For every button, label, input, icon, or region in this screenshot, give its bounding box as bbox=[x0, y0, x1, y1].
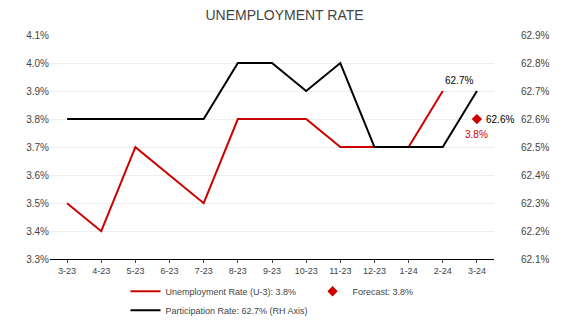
svg-text:62.3%: 62.3% bbox=[521, 198, 549, 209]
svg-text:62.5%: 62.5% bbox=[521, 142, 549, 153]
svg-text:3-23: 3-23 bbox=[58, 266, 76, 276]
svg-text:62.1%: 62.1% bbox=[521, 254, 549, 265]
svg-text:4.1%: 4.1% bbox=[26, 30, 49, 41]
svg-text:11-23: 11-23 bbox=[329, 266, 351, 276]
svg-text:62.6%: 62.6% bbox=[521, 114, 549, 125]
svg-text:3.5%: 3.5% bbox=[26, 198, 49, 209]
svg-text:62.2%: 62.2% bbox=[521, 226, 549, 237]
svg-text:62.7%: 62.7% bbox=[521, 86, 549, 97]
svg-text:7-23: 7-23 bbox=[195, 266, 213, 276]
svg-text:3.9%: 3.9% bbox=[26, 86, 49, 97]
svg-text:Forecast: 3.8%: Forecast: 3.8% bbox=[353, 287, 414, 297]
svg-text:6-23: 6-23 bbox=[161, 266, 179, 276]
svg-text:5-23: 5-23 bbox=[126, 266, 144, 276]
svg-text:62.6%: 62.6% bbox=[486, 114, 514, 125]
svg-text:4-23: 4-23 bbox=[92, 266, 110, 276]
svg-text:12-23: 12-23 bbox=[363, 266, 386, 276]
svg-text:9-23: 9-23 bbox=[263, 266, 281, 276]
svg-text:8-23: 8-23 bbox=[229, 266, 247, 276]
svg-text:1-24: 1-24 bbox=[400, 266, 418, 276]
svg-text:3-24: 3-24 bbox=[468, 266, 486, 276]
svg-text:2-24: 2-24 bbox=[434, 266, 452, 276]
svg-text:62.7%: 62.7% bbox=[445, 75, 473, 86]
svg-text:3.8%: 3.8% bbox=[465, 129, 488, 140]
svg-text:10-23: 10-23 bbox=[295, 266, 318, 276]
svg-text:62.8%: 62.8% bbox=[521, 58, 549, 69]
svg-text:3.6%: 3.6% bbox=[26, 170, 49, 181]
svg-text:3.3%: 3.3% bbox=[26, 254, 49, 265]
svg-text:4.0%: 4.0% bbox=[26, 58, 49, 69]
svg-text:UNEMPLOYMENT RATE: UNEMPLOYMENT RATE bbox=[205, 7, 363, 23]
svg-text:Unemployment Rate (U-3): 3.8%: Unemployment Rate (U-3): 3.8% bbox=[166, 287, 297, 297]
svg-text:3.7%: 3.7% bbox=[26, 142, 49, 153]
svg-text:62.9%: 62.9% bbox=[521, 30, 549, 41]
svg-text:62.4%: 62.4% bbox=[521, 170, 549, 181]
svg-text:3.8%: 3.8% bbox=[26, 114, 49, 125]
svg-text:3.4%: 3.4% bbox=[26, 226, 49, 237]
svg-text:Participation Rate: 62.7% (RH: Participation Rate: 62.7% (RH Axis) bbox=[166, 306, 308, 316]
